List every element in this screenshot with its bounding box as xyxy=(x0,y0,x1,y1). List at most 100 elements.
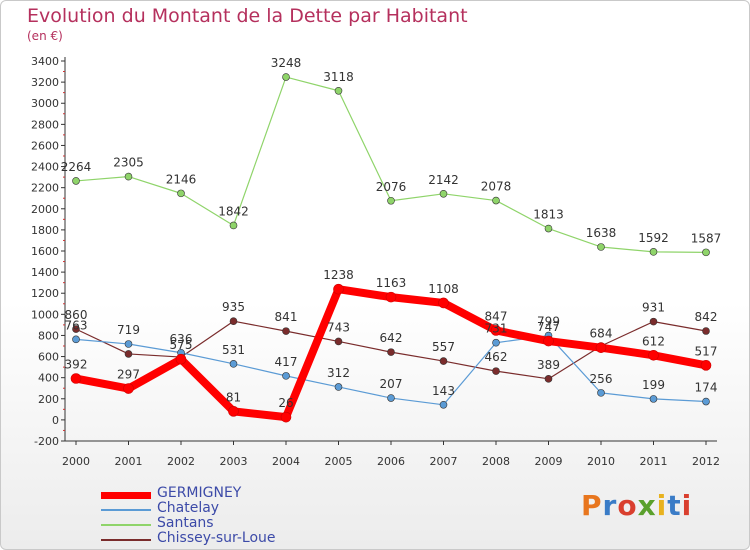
chart-title: Evolution du Montant de la Dette par Hab… xyxy=(27,5,468,27)
y-tick-label: 3000 xyxy=(31,97,59,110)
data-point-santans xyxy=(649,248,658,256)
data-label-chatelay: 174 xyxy=(695,381,718,395)
data-label-chissey-sur-loue: 557 xyxy=(432,340,455,354)
data-label-chatelay: 312 xyxy=(327,366,350,380)
data-label-chissey-sur-loue: 860 xyxy=(65,308,88,322)
x-tick-label: 2000 xyxy=(62,455,90,468)
data-point-santans xyxy=(439,189,448,198)
x-tick-label: 2002 xyxy=(167,455,195,468)
data-point-chatelay xyxy=(439,400,448,409)
data-label-chatelay: 763 xyxy=(65,318,88,332)
data-point-germigney xyxy=(385,291,397,303)
logo-letter: t xyxy=(667,489,682,522)
data-point-germigney xyxy=(700,360,712,371)
y-tick-label: 2200 xyxy=(31,182,59,195)
data-point-santans xyxy=(282,73,290,81)
data-point-santans xyxy=(597,243,605,251)
y-tick-label: 2600 xyxy=(31,139,59,152)
data-point-chissey-sur-loue xyxy=(282,327,290,335)
data-point-germigney xyxy=(648,349,659,361)
data-label-chatelay: 207 xyxy=(380,377,403,391)
y-tick-label: 1800 xyxy=(31,224,59,237)
x-tick-label: 2006 xyxy=(377,455,405,468)
logo-letter: P xyxy=(581,489,603,522)
data-label-chissey-sur-loue: 931 xyxy=(642,301,665,315)
data-label-santans: 1813 xyxy=(533,208,564,222)
data-label-germigney: 1108 xyxy=(428,282,459,296)
x-tick-label: 2003 xyxy=(220,455,248,468)
data-point-chissey-sur-loue xyxy=(387,348,395,356)
data-point-chatelay xyxy=(597,389,605,397)
logo-letter: x xyxy=(637,489,657,522)
data-point-santans xyxy=(387,196,395,205)
data-label-chissey-sur-loue: 841 xyxy=(275,310,298,324)
data-label-chissey-sur-loue: 389 xyxy=(537,358,560,372)
data-label-chissey-sur-loue: 642 xyxy=(380,331,403,345)
y-tick-label: 1200 xyxy=(31,287,59,300)
data-point-germigney xyxy=(490,325,502,336)
y-tick-label: 1000 xyxy=(31,308,59,321)
data-label-germigney: 1163 xyxy=(376,276,407,290)
y-tick-label: 3400 xyxy=(31,55,59,68)
data-point-chissey-sur-loue xyxy=(334,337,343,346)
x-tick-label: 2011 xyxy=(640,455,668,468)
data-label-santans: 2076 xyxy=(376,180,407,194)
data-label-chatelay: 799 xyxy=(537,315,560,329)
data-point-germigney xyxy=(543,335,554,347)
data-point-germigney xyxy=(123,383,134,394)
data-label-chissey-sur-loue: 935 xyxy=(222,300,245,314)
data-label-chissey-sur-loue: 842 xyxy=(695,310,718,324)
data-point-chissey-sur-loue xyxy=(544,375,553,383)
data-label-germigney: 1238 xyxy=(323,268,354,282)
y-tick-label: 1600 xyxy=(31,245,59,258)
logo-letter: o xyxy=(617,489,638,522)
data-label-germigney: 575 xyxy=(170,338,193,352)
data-point-germigney xyxy=(228,406,239,417)
y-tick-label: 400 xyxy=(38,372,59,385)
logo-letter: i xyxy=(681,489,693,522)
data-label-santans: 3248 xyxy=(271,56,302,70)
x-tick-label: 2012 xyxy=(692,455,720,468)
proxiti-logo: Proxiti xyxy=(581,489,692,522)
data-label-chatelay: 719 xyxy=(117,323,140,337)
data-point-chatelay xyxy=(334,383,343,391)
data-label-germigney: 297 xyxy=(117,368,140,382)
data-point-germigney xyxy=(70,373,82,384)
data-point-chatelay xyxy=(282,372,290,380)
series-layer xyxy=(70,73,712,423)
data-label-chissey-sur-loue: 462 xyxy=(485,350,508,364)
data-label-santans: 1842 xyxy=(218,204,249,218)
data-label-germigney: 747 xyxy=(537,320,560,334)
data-point-santans xyxy=(492,196,500,205)
y-tick-label: 2000 xyxy=(31,203,59,216)
data-point-chissey-sur-loue xyxy=(124,350,133,358)
data-point-chissey-sur-loue xyxy=(439,357,448,365)
data-point-santans xyxy=(177,189,185,198)
series-santans xyxy=(72,73,710,257)
data-label-chatelay: 143 xyxy=(432,384,455,398)
y-tick-label: 2400 xyxy=(31,161,59,174)
data-point-santans xyxy=(72,177,80,185)
series-germigney xyxy=(70,283,712,423)
data-point-germigney xyxy=(175,353,187,365)
data-point-chissey-sur-loue xyxy=(702,327,710,335)
data-label-germigney: 684 xyxy=(590,327,613,341)
data-label-germigney: 26 xyxy=(278,396,293,410)
legend-swatch-germigney xyxy=(101,491,151,499)
data-point-santans xyxy=(544,224,553,233)
x-tick-label: 2005 xyxy=(325,455,353,468)
y-tick-label: 0 xyxy=(52,414,59,427)
x-tick-label: 2007 xyxy=(430,455,458,468)
chart-subtitle: (en €) xyxy=(27,29,63,43)
legend-label-santans: Santans xyxy=(157,515,214,531)
x-tick-label: 2008 xyxy=(482,455,510,468)
data-label-santans: 2078 xyxy=(481,180,512,194)
data-label-chissey-sur-loue: 743 xyxy=(327,320,350,334)
y-tick-label: -200 xyxy=(34,435,59,448)
data-label-santans: 3118 xyxy=(323,70,354,84)
data-label-chatelay: 636 xyxy=(170,332,193,346)
data-point-chissey-sur-loue xyxy=(229,317,238,325)
x-tick-label: 2001 xyxy=(115,455,143,468)
logo-letter: r xyxy=(602,489,618,522)
